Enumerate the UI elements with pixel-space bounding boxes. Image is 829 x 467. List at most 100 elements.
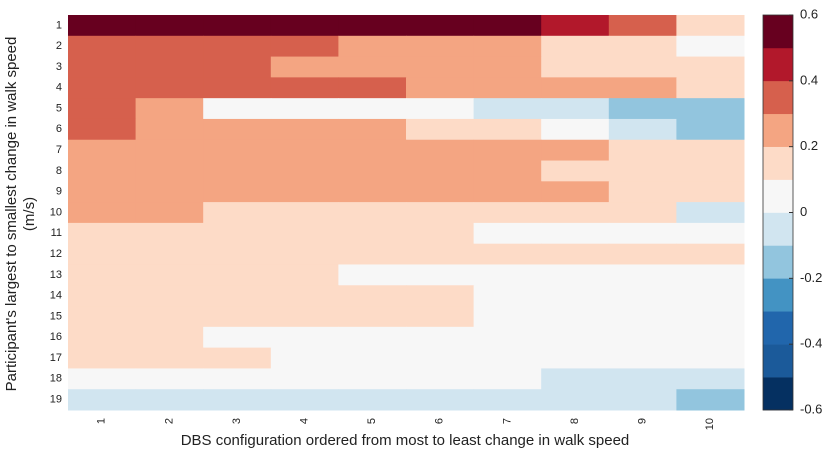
heatmap-cell — [406, 35, 475, 58]
heatmap-cell — [608, 35, 677, 58]
colorbar-band — [763, 245, 793, 279]
heatmap-cell — [608, 15, 677, 37]
heatmap-cell — [541, 98, 610, 120]
heatmap-cell — [406, 389, 475, 411]
heatmap-cell — [473, 56, 542, 78]
heatmap-cell — [68, 160, 137, 182]
heatmap-cell — [608, 347, 677, 369]
heatmap-cell — [135, 285, 204, 307]
heatmap-cell — [676, 202, 745, 224]
heatmap-cell — [473, 347, 542, 369]
heatmap-cell — [406, 98, 475, 120]
heatmap-cell — [608, 98, 677, 120]
y-tick-label: 3 — [56, 61, 62, 73]
heatmap-cell — [270, 347, 339, 369]
heatmap-cell — [541, 326, 610, 349]
heatmap-cell — [270, 264, 339, 286]
heatmap-cell — [541, 160, 610, 182]
heatmap-cell — [68, 368, 137, 390]
heatmap-cell — [68, 264, 137, 286]
heatmap-cell — [135, 77, 204, 99]
heatmap-cell — [473, 98, 542, 120]
heatmap-cell — [541, 347, 610, 369]
x-tick-label: 3 — [231, 418, 243, 424]
heatmap-cell — [676, 15, 745, 37]
heatmap-cell — [135, 181, 204, 203]
heatmap-cell — [473, 77, 542, 99]
heatmap-cell — [270, 160, 339, 182]
colorbar-tick-label: 0.4 — [800, 72, 818, 87]
heatmap-cell — [541, 389, 610, 411]
heatmap-cell — [608, 222, 677, 245]
heatmap-cell — [68, 285, 137, 307]
heatmap-cell — [203, 139, 272, 162]
y-tick-label: 15 — [50, 310, 62, 322]
heatmap-cell — [406, 264, 475, 286]
colorbar-band — [763, 47, 793, 82]
heatmap-cell — [608, 368, 677, 390]
colorbar-tick-label: 0.2 — [800, 138, 818, 153]
heatmap-cell — [676, 139, 745, 162]
heatmap-cell — [338, 306, 407, 328]
heatmap-cell — [541, 77, 610, 99]
heatmap-cell — [338, 243, 407, 265]
heatmap-cell — [270, 118, 339, 141]
heatmap-cell — [676, 347, 745, 369]
heatmap-cell — [68, 202, 137, 224]
heatmap-cell — [676, 77, 745, 99]
heatmap-cell — [541, 368, 610, 390]
heatmap-cell — [338, 15, 407, 37]
heatmap-cell — [541, 56, 610, 78]
heatmap-cell — [203, 222, 272, 245]
heatmap-cell — [135, 326, 204, 349]
y-tick-label: 5 — [56, 102, 62, 114]
colorbar-band — [763, 113, 793, 147]
y-tick-label: 14 — [50, 290, 62, 302]
colorbar-band — [763, 146, 793, 180]
heatmap-cell — [135, 160, 204, 182]
heatmap-cell — [338, 264, 407, 286]
heatmap-cell — [203, 181, 272, 203]
heatmap-cell — [203, 347, 272, 369]
y-axis-title: (m/s) — [21, 197, 38, 231]
heatmap-cell — [135, 118, 204, 141]
heatmap-cell — [473, 35, 542, 58]
heatmap-cell — [541, 285, 610, 307]
x-tick-label: 8 — [569, 418, 581, 424]
heatmap-cell — [270, 35, 339, 58]
heatmap-cell — [203, 243, 272, 265]
heatmap-cell — [338, 347, 407, 369]
heatmap-cell — [135, 368, 204, 390]
y-tick-label: 7 — [56, 144, 62, 156]
y-tick-label: 1 — [56, 19, 62, 31]
heatmap-cell — [270, 139, 339, 162]
heatmap-cell — [608, 56, 677, 78]
heatmap-cell — [541, 243, 610, 265]
heatmap-cell — [135, 243, 204, 265]
y-tick-label: 19 — [50, 394, 62, 406]
heatmap-cell — [406, 160, 475, 182]
heatmap-cell — [676, 389, 745, 411]
heatmap-cell — [608, 139, 677, 162]
heatmap-cell — [676, 56, 745, 78]
heatmap-cell — [68, 243, 137, 265]
heatmap-cell — [676, 243, 745, 265]
colorbar-tick-label: 0.6 — [800, 6, 818, 21]
heatmap-cell — [473, 306, 542, 328]
heatmap-cell — [676, 160, 745, 182]
heatmap-cell — [68, 139, 137, 162]
y-tick-label: 6 — [56, 123, 62, 135]
heatmap-cell — [608, 243, 677, 265]
heatmap-cell — [203, 389, 272, 411]
heatmap-cell — [203, 306, 272, 328]
heatmap-cell — [541, 306, 610, 328]
heatmap-cell — [68, 222, 137, 245]
heatmap-cell — [270, 77, 339, 99]
heatmap-cell — [68, 326, 137, 349]
y-tick-label: 4 — [56, 82, 62, 94]
y-tick-label: 8 — [56, 165, 62, 177]
heatmap-cell — [203, 15, 272, 37]
heatmap-cell — [270, 285, 339, 307]
y-tick-label: 10 — [50, 206, 62, 218]
heatmap-cell — [68, 15, 137, 37]
